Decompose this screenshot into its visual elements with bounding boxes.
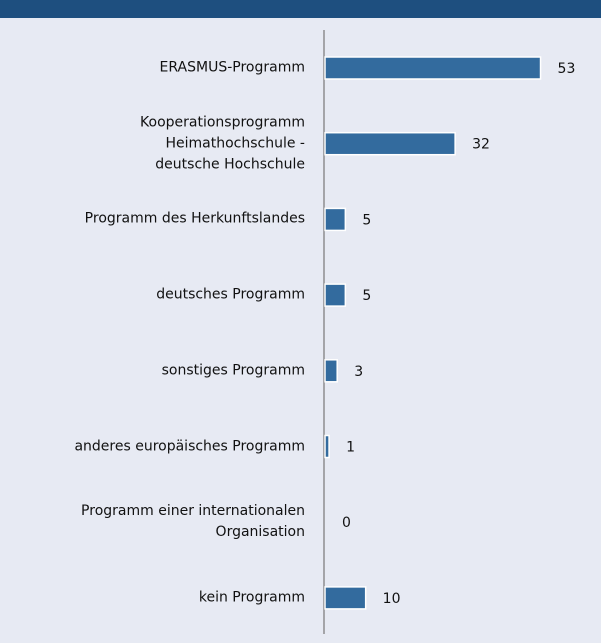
- value-label: 10: [383, 591, 401, 607]
- category-label: sonstiges Programm: [161, 362, 305, 379]
- category-label: deutsches Programm: [156, 286, 305, 303]
- bar: [324, 56, 542, 80]
- bar: [324, 283, 347, 307]
- value-label: 1: [346, 440, 355, 456]
- header-band: [0, 0, 601, 18]
- bar: [324, 207, 347, 232]
- category-label: Programm des Herkunftslandes: [84, 210, 305, 227]
- category-label: Programm einer internationalen Organisat…: [81, 503, 305, 541]
- bar: [324, 359, 338, 383]
- value-label: 32: [472, 137, 490, 153]
- bar: [324, 434, 330, 459]
- value-label: 53: [558, 61, 576, 77]
- bar: [324, 586, 367, 610]
- value-label: 5: [362, 288, 371, 304]
- value-label: 0: [342, 515, 351, 531]
- category-label: kein Programm: [198, 589, 305, 606]
- category-label: anderes europäisches Programm: [74, 438, 305, 454]
- category-label: Kooperationsprogramm Heimathochschule - …: [140, 114, 305, 173]
- value-label: 5: [362, 212, 371, 228]
- category-label: ERASMUS-Programm: [159, 59, 305, 76]
- value-label: 3: [354, 364, 363, 380]
- bar: [324, 131, 456, 156]
